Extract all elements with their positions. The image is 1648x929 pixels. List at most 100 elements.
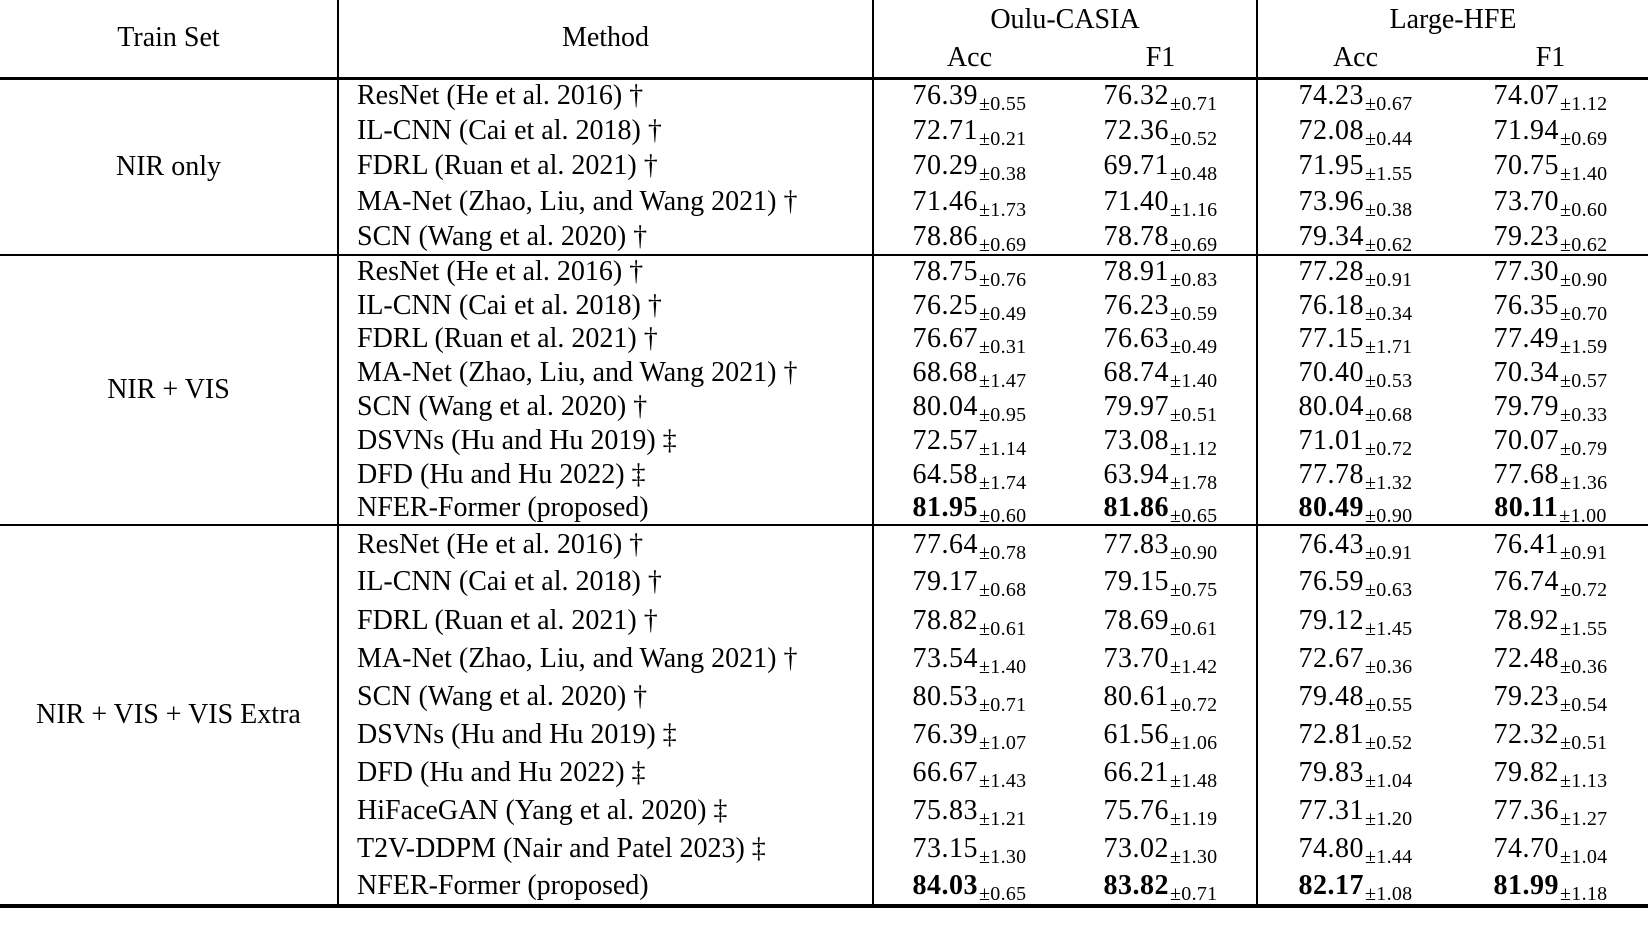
metric-value: 71.46 xyxy=(912,185,978,217)
value-cell: 79.15±0.75 xyxy=(1065,563,1258,602)
metric-stddev: ±0.61 xyxy=(1170,617,1218,640)
metric-stddev: ±1.40 xyxy=(979,655,1027,678)
metric-value: 66.67 xyxy=(912,756,978,788)
metric-stddev: ±0.31 xyxy=(979,336,1027,359)
metric-value: 80.04 xyxy=(912,391,978,423)
value-cell: 72.71±0.21 xyxy=(873,113,1065,150)
method-cell: NFER-Former (proposed) xyxy=(338,491,874,526)
metric-value: 81.95 xyxy=(912,491,978,523)
metric-value: 79.82 xyxy=(1493,756,1559,788)
value-cell: 78.69±0.61 xyxy=(1065,601,1258,640)
value-cell: 77.15±1.71 xyxy=(1257,323,1453,358)
metric-stddev: ±0.71 xyxy=(1170,883,1218,906)
metric-stddev: ±0.52 xyxy=(1365,731,1413,754)
method-cell: FDRL (Ruan et al. 2021) † xyxy=(338,601,874,640)
value-cell: 74.23±0.67 xyxy=(1257,78,1453,116)
value-cell: 72.32±0.51 xyxy=(1453,716,1648,754)
metric-value: 79.17 xyxy=(912,566,978,598)
metric-value: 78.82 xyxy=(912,604,978,636)
metric-stddev: ±1.73 xyxy=(979,198,1027,221)
metric-value: 84.03 xyxy=(912,870,978,902)
train-set-group-2: NIR + VIS ResNet (He et al. 2016) † 78.75±… xyxy=(0,254,1648,527)
metric-value: 64.58 xyxy=(912,458,978,490)
metric-stddev: ±0.68 xyxy=(1365,404,1413,427)
value-cell: 72.36±0.52 xyxy=(1065,113,1258,149)
metric-stddev: ±1.00 xyxy=(1559,504,1607,527)
method-cell: MA-Net (Zhao, Liu, and Wang 2021) † xyxy=(338,184,874,220)
metric-stddev: ±1.30 xyxy=(979,846,1027,869)
metric-value: 79.23 xyxy=(1493,680,1559,712)
metric-stddev: ±0.72 xyxy=(1170,693,1218,716)
value-cell: 76.43±0.91 xyxy=(1257,525,1453,563)
value-cell: 76.18±0.34 xyxy=(1257,289,1453,324)
metric-stddev: ±0.63 xyxy=(1365,579,1413,602)
metric-value: 82.17 xyxy=(1298,870,1364,902)
method-cell: IL-CNN (Cai et al. 2018) † xyxy=(338,113,874,149)
value-cell: 76.32±0.71 xyxy=(1065,78,1258,114)
method-cell: ResNet (He et al. 2016) † xyxy=(338,525,874,564)
value-cell: 81.95±0.60 xyxy=(873,492,1065,526)
value-cell: 80.04±0.95 xyxy=(873,390,1065,426)
value-cell: 76.59±0.63 xyxy=(1257,563,1453,601)
value-cell: 78.75±0.76 xyxy=(873,255,1065,292)
method-cell: IL-CNN (Cai et al. 2018) † xyxy=(338,288,874,323)
metric-value: 76.67 xyxy=(912,323,978,355)
metric-stddev: ±1.32 xyxy=(1365,471,1413,494)
metric-stddev: ±0.69 xyxy=(979,233,1027,256)
value-cell: 61.56±1.06 xyxy=(1065,715,1258,754)
metric-value: 76.39 xyxy=(912,80,978,112)
metric-value: 81.86 xyxy=(1103,491,1169,523)
metric-value: 80.49 xyxy=(1298,491,1364,523)
metric-stddev: ±0.91 xyxy=(1560,541,1608,564)
metric-value: 74.07 xyxy=(1493,80,1559,112)
value-cell: 84.03±0.65 xyxy=(873,868,1065,906)
header-oulu-f1: F1 xyxy=(1065,39,1258,78)
metric-value: 80.04 xyxy=(1298,391,1364,423)
header-oulu-casia: Oulu-CASIA xyxy=(873,0,1258,39)
metric-value: 73.15 xyxy=(912,833,978,865)
metric-value: 76.18 xyxy=(1298,289,1364,321)
metric-value: 76.39 xyxy=(912,718,978,750)
table-row: IL-CNN (Cai et al. 2018) † 79.17±0.68 79.1… xyxy=(0,563,1648,602)
method-cell: T2V-DDPM (Nair and Patel 2023) ‡ xyxy=(338,830,874,869)
metric-value: 76.25 xyxy=(912,289,978,321)
metric-stddev: ±0.44 xyxy=(1365,128,1413,151)
method-cell: DFD (Hu and Hu 2022) ‡ xyxy=(338,457,874,492)
metric-stddev: ±0.53 xyxy=(1365,370,1413,393)
metric-stddev: ±0.91 xyxy=(1365,541,1413,564)
value-cell: 79.12±1.45 xyxy=(1257,602,1453,640)
metric-stddev: ±1.21 xyxy=(979,808,1027,831)
metric-value: 79.48 xyxy=(1298,680,1364,712)
method-cell: HiFaceGAN (Yang et al. 2020) ‡ xyxy=(338,791,874,831)
value-cell: 70.34±0.57 xyxy=(1453,356,1648,392)
value-cell: 79.83±1.04 xyxy=(1257,754,1453,792)
value-cell: 71.46±1.73 xyxy=(873,184,1065,221)
value-cell: 70.75±1.40 xyxy=(1453,149,1648,185)
value-cell: 70.07±0.79 xyxy=(1453,424,1648,459)
metric-value: 83.82 xyxy=(1103,870,1169,902)
metric-value: 77.30 xyxy=(1493,256,1559,288)
value-cell: 80.04±0.68 xyxy=(1257,390,1453,427)
metric-stddev: ±0.67 xyxy=(1365,93,1413,116)
value-cell: 77.78±1.32 xyxy=(1257,458,1453,494)
metric-stddev: ±0.90 xyxy=(1170,541,1218,564)
metric-stddev: ±1.47 xyxy=(979,370,1027,393)
table-row: FDRL (Ruan et al. 2021) † 76.67±0.31 76.63… xyxy=(0,322,1648,359)
metric-stddev: ±0.76 xyxy=(979,269,1027,292)
metric-stddev: ±1.78 xyxy=(1170,471,1218,494)
value-cell: 66.21±1.48 xyxy=(1065,753,1258,792)
metric-value: 77.83 xyxy=(1103,528,1169,560)
header-large-hfe: Large-HFE xyxy=(1389,3,1517,35)
metric-stddev: ±0.69 xyxy=(1560,128,1608,151)
metric-stddev: ±1.55 xyxy=(1365,163,1413,186)
value-cell: 80.53±0.71 xyxy=(873,678,1065,716)
metric-value: 74.23 xyxy=(1298,80,1364,112)
metric-value: 77.28 xyxy=(1298,256,1364,288)
metric-value: 70.07 xyxy=(1493,424,1559,456)
metric-stddev: ±1.42 xyxy=(1170,655,1218,678)
header-row-datasets: Train Set Method Oulu-CASIA Large-HFE xyxy=(0,0,1648,78)
value-cell: 71.40±1.16 xyxy=(1065,184,1258,220)
value-cell: 78.91±0.83 xyxy=(1065,254,1258,290)
value-cell: 83.82±0.71 xyxy=(1065,868,1258,907)
metric-value: 73.02 xyxy=(1103,833,1169,865)
